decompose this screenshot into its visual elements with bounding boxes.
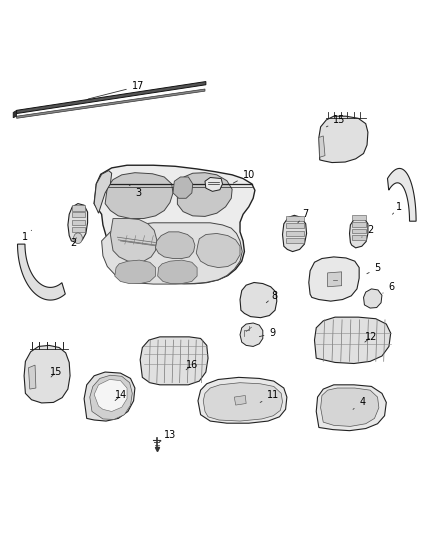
Text: 7: 7 [298,209,308,223]
Polygon shape [283,215,307,252]
Polygon shape [316,385,386,431]
Polygon shape [321,388,379,426]
Text: 12: 12 [365,332,378,342]
Polygon shape [286,216,304,221]
Polygon shape [140,337,208,385]
Polygon shape [203,383,283,421]
Polygon shape [352,215,366,220]
Polygon shape [196,233,240,268]
Polygon shape [352,229,366,233]
Polygon shape [90,375,132,419]
Circle shape [74,233,82,244]
Polygon shape [286,223,304,228]
Polygon shape [240,323,263,346]
Polygon shape [110,219,157,262]
Polygon shape [173,177,193,198]
Polygon shape [115,260,155,284]
Text: 15: 15 [50,367,62,377]
Text: 6: 6 [383,282,394,293]
Text: 1: 1 [22,230,32,242]
Polygon shape [17,89,205,118]
Text: 11: 11 [260,391,279,402]
Polygon shape [177,173,232,216]
Polygon shape [240,282,277,318]
Text: 2: 2 [70,238,76,247]
Text: 2: 2 [362,225,373,237]
Text: 13: 13 [159,431,176,442]
Polygon shape [72,227,85,232]
Polygon shape [314,317,391,364]
Text: 9: 9 [259,328,276,338]
Text: 5: 5 [367,263,381,274]
Polygon shape [24,345,70,403]
Polygon shape [309,257,359,301]
Polygon shape [234,395,246,405]
Polygon shape [352,235,366,240]
Polygon shape [105,173,173,219]
Polygon shape [17,82,206,114]
Polygon shape [28,365,36,389]
Polygon shape [388,168,416,221]
Text: 16: 16 [186,360,198,370]
Text: 10: 10 [233,170,255,183]
Text: 14: 14 [115,391,127,401]
Polygon shape [364,289,382,308]
Polygon shape [198,377,287,423]
Polygon shape [102,223,242,284]
Polygon shape [352,222,366,227]
Polygon shape [72,205,85,211]
Text: 8: 8 [266,291,277,303]
Text: 17: 17 [88,82,144,99]
Polygon shape [18,244,65,300]
Polygon shape [319,136,325,157]
Polygon shape [68,204,88,243]
Polygon shape [94,171,112,213]
Polygon shape [205,177,223,191]
Polygon shape [350,217,368,248]
Text: 1: 1 [392,202,403,214]
Polygon shape [155,232,195,259]
Text: 4: 4 [353,398,365,409]
Polygon shape [319,116,368,163]
Polygon shape [328,272,342,287]
Polygon shape [286,231,304,236]
Polygon shape [94,379,127,411]
Text: 3: 3 [129,185,141,198]
Polygon shape [94,165,255,284]
Polygon shape [72,220,85,225]
Polygon shape [72,212,85,217]
Polygon shape [286,238,304,243]
Polygon shape [158,260,197,284]
Polygon shape [13,110,17,118]
Text: 15: 15 [326,116,346,127]
Polygon shape [84,372,135,421]
